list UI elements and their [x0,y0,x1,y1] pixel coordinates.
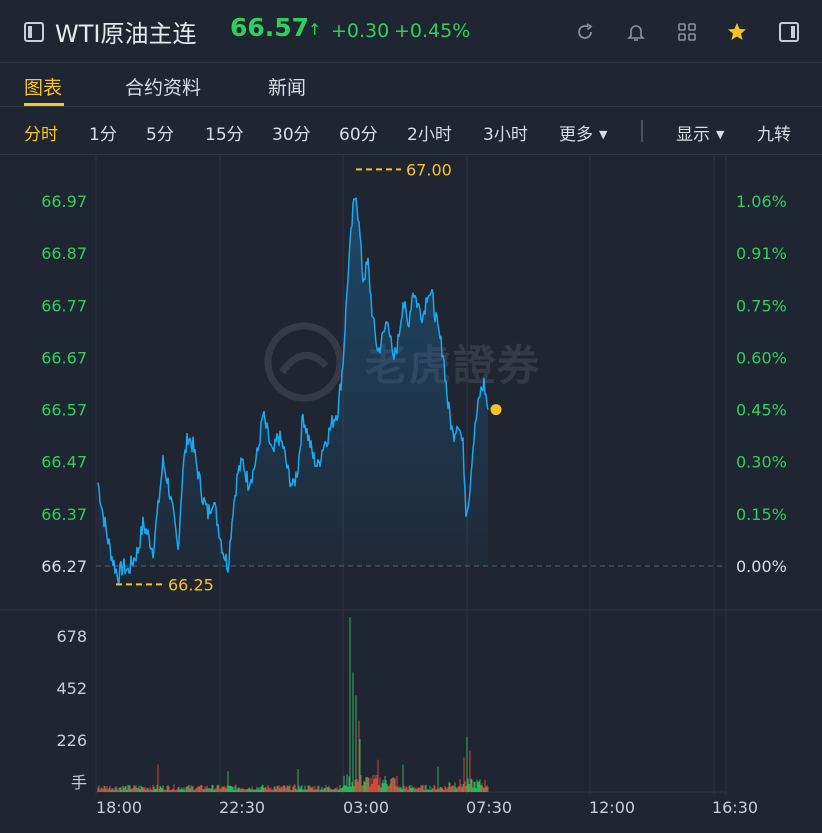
price-area [98,198,488,583]
pct-tick-label: 0.00% [736,557,787,576]
time-tick-label: 16:30 [712,798,758,817]
nine-turn-button[interactable]: 九转 [757,125,791,145]
price-tick-label: 66.37 [41,505,87,524]
tab-chart[interactable]: 图表 [24,77,63,99]
up-arrow-icon: ↑ [308,20,322,39]
price-line-group [97,197,502,584]
price-tick-label: 66.77 [41,296,87,315]
display-label: 显示 [676,125,710,145]
price-line [97,197,489,584]
time-tick-label: 07:30 [466,798,512,817]
period-1m[interactable]: 1分 [89,125,117,145]
axis-labels: 67.00 66.25 66.97 66.87 66.77 66.67 66.57 66.47… [41,160,787,817]
toolbar-divider [0,154,822,155]
pct-tick-label: 0.91% [736,244,787,263]
pct-tick-label: 0.45% [736,401,787,420]
intraday-chart[interactable]: 67.00 66.25 66.97 66.87 66.77 66.67 66.57 66.47… [0,155,822,833]
price-tick-label: 66.67 [41,348,87,367]
time-tick-label: 03:00 [343,798,389,817]
toolbar-separator [641,120,643,142]
instrument-title: WTI原油主连 [55,20,197,48]
panel-left-icon[interactable] [24,22,44,42]
period-3h[interactable]: 3小时 [483,125,528,145]
volume-tick-label: 678 [56,627,87,646]
period-timeshare[interactable]: 分时 [24,125,58,145]
last-price-marker [490,404,502,416]
pct-tick-label: 0.30% [736,453,787,472]
more-dropdown[interactable]: 更多 ▼ [559,120,607,145]
price-tick-label: 66.27 [41,557,87,576]
time-tick-label: 12:00 [589,798,635,817]
price-change: +0.30 [331,20,390,42]
tab-contract-info[interactable]: 合约资料 [125,77,202,99]
display-dropdown[interactable]: 显示 ▼ [676,120,724,145]
period-5m[interactable]: 5分 [146,125,174,145]
volume-bars [97,617,489,792]
pct-tick-label: 0.15% [736,505,787,524]
period-15m[interactable]: 15分 [205,125,244,145]
tabs-divider [0,106,822,107]
active-tab-indicator [24,103,64,106]
tab-news[interactable]: 新闻 [268,77,307,99]
grid-icon[interactable] [677,22,697,42]
price-tick-label: 66.97 [41,192,87,211]
low-price-label: 66.25 [168,575,214,594]
price-tick-label: 66.87 [41,244,87,263]
price-area-fill [98,198,488,583]
chevron-down-icon: ▼ [716,128,725,141]
tiger-logo-icon [264,322,344,402]
time-tick-label: 22:30 [219,798,265,817]
chevron-down-icon: ▼ [599,128,608,141]
volume-tick-label: 452 [56,679,87,698]
quote-header: WTI原油主连 66.57 ↑ +0.30 +0.45% [0,0,822,62]
last-price: 66.57 [230,13,310,42]
price-tick-label: 66.47 [41,453,87,472]
bell-icon[interactable] [626,22,646,42]
star-icon[interactable] [727,22,747,42]
pct-tick-label: 0.60% [736,348,787,367]
pct-tick-label: 0.75% [736,296,787,315]
period-2h[interactable]: 2小时 [407,125,452,145]
time-tick-label: 18:00 [96,798,142,817]
price-change-pct: +0.45% [394,20,471,42]
refresh-icon[interactable] [575,22,595,42]
period-60m[interactable]: 60分 [339,125,378,145]
pct-tick-label: 1.06% [736,192,787,211]
panel-right-icon[interactable] [779,22,799,42]
period-30m[interactable]: 30分 [272,125,311,145]
volume-tick-label: 226 [56,731,87,750]
volume-unit-label: 手 [71,773,87,792]
high-price-label: 67.00 [406,160,452,179]
more-label: 更多 [559,125,593,145]
header-divider [0,62,822,63]
price-tick-label: 66.57 [41,401,87,420]
